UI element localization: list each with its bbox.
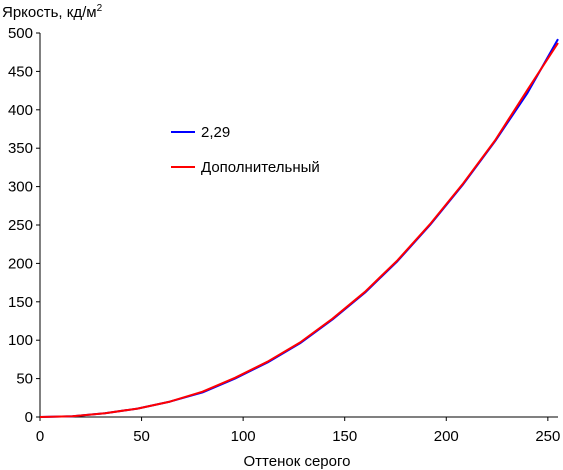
legend: 2,29 Дополнительный (171, 124, 320, 176)
axes (39, 33, 558, 418)
y-tick-label: 350 (8, 140, 33, 157)
y-tick-label: 0 (25, 409, 33, 426)
series-lines (39, 38, 559, 418)
y-tick-label: 250 (8, 217, 33, 234)
y-tick-label: 500 (8, 25, 33, 42)
y-tick-label: 50 (16, 371, 33, 388)
y-ticks: 0 50 100 150 200 250 300 350 400 450 500 (8, 25, 40, 426)
x-axis-title: Оттенок серого (244, 453, 351, 470)
y-tick-label: 450 (8, 63, 33, 80)
x-tick-label: 50 (133, 428, 150, 445)
x-ticks: 0 50 100 150 200 250 (36, 417, 560, 445)
y-tick-label: 300 (8, 179, 33, 196)
y-tick-label: 100 (8, 332, 33, 349)
x-tick-label: 250 (535, 428, 560, 445)
x-tick-label: 200 (434, 428, 459, 445)
y-tick-label: 150 (8, 294, 33, 311)
series-line-additional (39, 42, 559, 418)
x-tick-label: 0 (36, 428, 44, 445)
series-line-2-29 (39, 38, 559, 418)
x-tick-label: 100 (231, 428, 256, 445)
legend-label-additional: Дополнительный (201, 159, 320, 176)
y-axis-title-superscript: 2 (97, 3, 103, 14)
x-tick-label: 150 (332, 428, 357, 445)
legend-label-2-29: 2,29 (201, 124, 230, 141)
y-axis-title: Яркость, кд/м2 (2, 3, 103, 21)
y-tick-label: 400 (8, 102, 33, 119)
y-tick-label: 200 (8, 255, 33, 272)
